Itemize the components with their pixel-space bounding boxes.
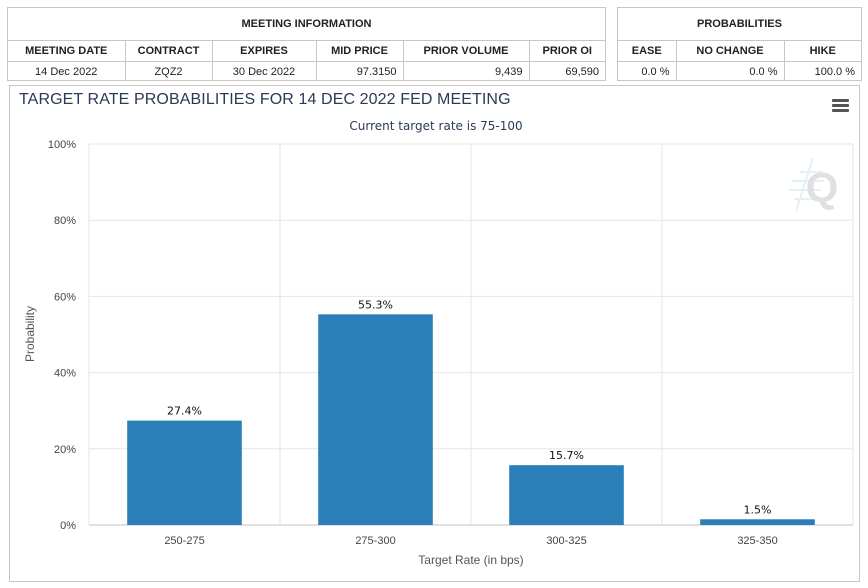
column-header-ease: EASE bbox=[618, 41, 677, 62]
bar-chart: Current target rate is 75-100 Q 0% 20% 40%… bbox=[23, 119, 854, 567]
chart-panel: TARGET RATE PROBABILITIES FOR 14 DEC 202… bbox=[9, 85, 860, 582]
bar-325-350[interactable] bbox=[700, 519, 815, 525]
x-tick-label: 300-325 bbox=[546, 535, 586, 547]
table-header-row: MEETING DATE CONTRACT EXPIRES MID PRICE … bbox=[8, 41, 605, 62]
table-row: 0.0 % 0.0 % 100.0 % bbox=[618, 61, 861, 81]
x-axis-title: Target Rate (in bps) bbox=[418, 553, 523, 567]
bar-275-300[interactable] bbox=[318, 314, 433, 525]
column-header-contract: CONTRACT bbox=[125, 41, 213, 62]
data-label: 27.4% bbox=[167, 405, 202, 418]
y-axis-title: Probability bbox=[23, 306, 37, 362]
svg-text:Q: Q bbox=[806, 164, 839, 211]
column-header-mid-price: MID PRICE bbox=[316, 41, 404, 62]
x-tick-label: 275-300 bbox=[355, 535, 395, 547]
y-tick-label: 40% bbox=[54, 368, 76, 380]
contract-value: ZQZ2 bbox=[125, 61, 213, 81]
y-tick-label: 0% bbox=[60, 520, 76, 532]
column-header-hike: HIKE bbox=[784, 41, 861, 62]
bar-300-325[interactable] bbox=[509, 465, 624, 525]
y-tick-label: 20% bbox=[54, 444, 76, 456]
mid-price-value: 97.3150 bbox=[316, 61, 404, 81]
bar-250-275[interactable] bbox=[127, 420, 242, 525]
meeting-date-value: 14 Dec 2022 bbox=[8, 61, 126, 81]
prior-oi-value: 69,590 bbox=[565, 65, 599, 78]
meeting-information-panel: MEETING INFORMATION MEETING DATE CONTRAC… bbox=[7, 7, 606, 81]
probabilities-panel: PROBABILITIES EASE NO CHANGE HIKE 0.0 % … bbox=[617, 7, 862, 81]
column-header-no-change: NO CHANGE bbox=[676, 41, 785, 62]
table-row: 14 Dec 2022 ZQZ2 30 Dec 2022 97.3150 9,4… bbox=[8, 61, 605, 81]
table-header-row: EASE NO CHANGE HIKE bbox=[618, 41, 861, 62]
chart-title: TARGET RATE PROBABILITIES FOR 14 DEC 202… bbox=[19, 91, 511, 108]
x-tick-label: 250-275 bbox=[164, 535, 204, 547]
column-header-prior-oi: PRIOR OI bbox=[529, 41, 605, 62]
expires-value: 30 Dec 2022 bbox=[212, 61, 317, 81]
y-tick-label: 80% bbox=[54, 215, 76, 227]
y-tick-label: 100% bbox=[48, 139, 76, 151]
data-label: 1.5% bbox=[744, 503, 772, 516]
probabilities-title: PROBABILITIES bbox=[618, 8, 861, 41]
x-tick-label: 325-350 bbox=[737, 535, 777, 547]
hamburger-menu-icon[interactable] bbox=[832, 99, 849, 113]
probabilities-table: EASE NO CHANGE HIKE 0.0 % 0.0 % 100.0 % bbox=[618, 41, 861, 81]
column-header-prior-volume: PRIOR VOLUME bbox=[403, 41, 530, 62]
chart-subtitle: Current target rate is 75-100 bbox=[349, 119, 522, 133]
data-label: 55.3% bbox=[358, 298, 393, 311]
prior-volume-value: 9,439 bbox=[403, 61, 530, 81]
column-header-expires: EXPIRES bbox=[212, 41, 317, 62]
no-change-value: 0.0 % bbox=[676, 61, 785, 81]
hike-value: 100.0 % bbox=[814, 65, 855, 78]
meeting-information-table: MEETING DATE CONTRACT EXPIRES MID PRICE … bbox=[8, 41, 605, 81]
q-logo-watermark-icon: Q bbox=[789, 157, 839, 212]
meeting-information-title: MEETING INFORMATION bbox=[8, 8, 605, 41]
ease-value: 0.0 % bbox=[618, 61, 677, 81]
column-header-meeting-date: MEETING DATE bbox=[8, 41, 126, 62]
data-label: 15.7% bbox=[549, 449, 584, 462]
y-tick-label: 60% bbox=[54, 291, 76, 303]
